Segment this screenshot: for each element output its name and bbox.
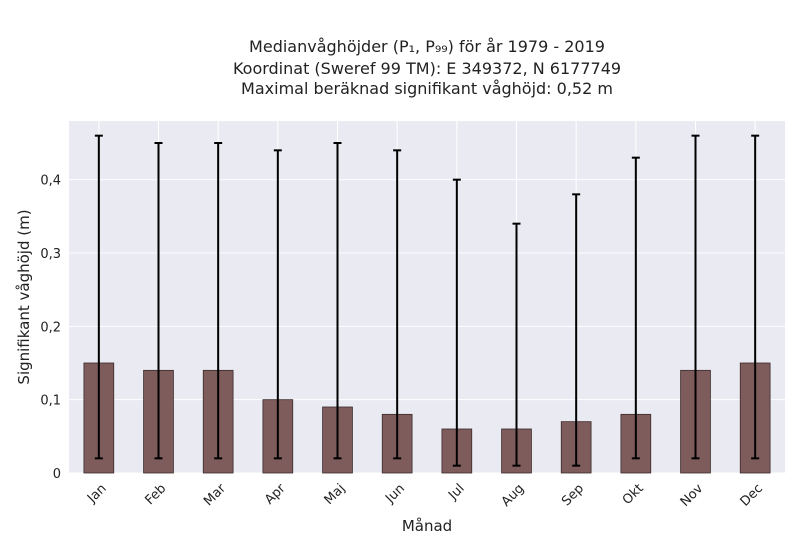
title-line-3: Maximal beräknad signifikant våghöjd: 0,… xyxy=(241,79,613,98)
x-tick-label: Nov xyxy=(678,481,707,510)
x-tick-label: Jun xyxy=(382,481,408,507)
x-tick-label: Apr xyxy=(262,481,289,508)
x-tick-label: Okt xyxy=(620,481,647,508)
x-tick-label: Mar xyxy=(201,481,229,509)
y-tick-label: 0 xyxy=(53,467,61,482)
y-tick-label: 0,2 xyxy=(40,320,61,335)
y-tick-label: 0,4 xyxy=(40,174,61,189)
x-tick-label: Aug xyxy=(499,481,528,510)
y-tick-label: 0,1 xyxy=(40,394,61,409)
plot-area xyxy=(69,121,785,473)
error-bars xyxy=(94,134,760,467)
x-tick-label: Sep xyxy=(559,481,587,509)
title-line-1: Medianvåghöjder (P₁, P₉₉) för år 1979 - … xyxy=(249,37,605,56)
x-tick-label: Maj xyxy=(322,481,349,508)
x-axis-ticks: Jan Feb Mar Apr Maj Jun Jul Aug Sep Okt Nov Dec xyxy=(84,481,766,510)
y-tick-label: 0,3 xyxy=(40,247,61,262)
x-tick-label: Jan xyxy=(84,481,109,506)
x-tick-label: Jul xyxy=(445,481,467,503)
x-axis-label: Månad xyxy=(402,517,452,535)
x-tick-label: Dec xyxy=(738,481,766,509)
chart-title: Medianvåghöjder (P₁, P₉₉) för år 1979 - … xyxy=(233,37,621,98)
y-axis-label: Signifikant våghöjd (m) xyxy=(15,209,33,384)
x-tick-label: Feb xyxy=(142,481,169,508)
y-axis-ticks: 0 0,1 0,2 0,3 0,4 xyxy=(40,174,61,482)
title-line-2: Koordinat (Sweref 99 TM): E 349372, N 61… xyxy=(233,59,621,78)
